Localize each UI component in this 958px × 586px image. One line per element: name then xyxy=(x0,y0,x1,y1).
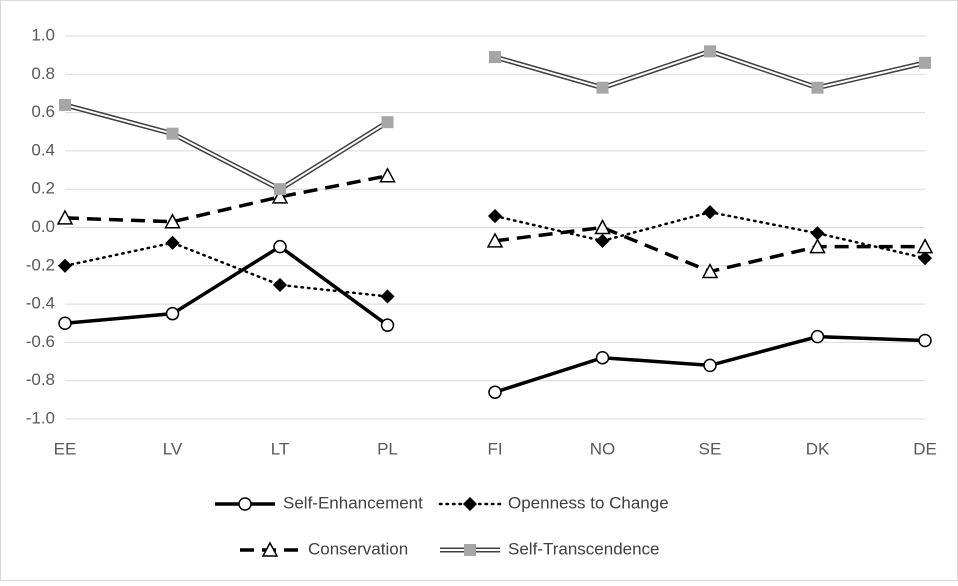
legend-label: Conservation xyxy=(308,539,408,558)
marker xyxy=(701,262,719,279)
y-tick-label: -0.8 xyxy=(26,370,55,389)
marker xyxy=(56,209,74,225)
marker xyxy=(810,329,825,344)
legend-marker xyxy=(462,496,478,512)
marker xyxy=(488,385,502,399)
y-tick-label: 0.2 xyxy=(31,179,55,198)
x-tick-label: LT xyxy=(271,439,290,458)
line xyxy=(64,174,388,224)
marker xyxy=(811,81,824,94)
marker xyxy=(702,205,718,220)
marker xyxy=(486,232,504,248)
x-tick-label: FI xyxy=(487,439,502,458)
marker xyxy=(595,350,610,365)
marker xyxy=(274,183,286,196)
marker xyxy=(919,56,931,69)
marker xyxy=(487,208,503,224)
legend-label: Openness to Change xyxy=(508,493,669,512)
y-tick-label: -0.2 xyxy=(26,255,55,274)
legend-label: Self-Enhancement xyxy=(283,493,423,512)
marker xyxy=(704,45,716,58)
x-tick-label: PL xyxy=(377,439,398,458)
y-tick-label: 1.0 xyxy=(31,25,55,44)
x-tick-label: EE xyxy=(54,439,77,458)
marker xyxy=(489,51,501,64)
marker xyxy=(917,251,933,266)
legend-marker xyxy=(238,497,252,511)
x-tick-label: SE xyxy=(699,439,722,458)
marker xyxy=(166,127,179,140)
marker xyxy=(380,318,395,332)
y-tick-label: -1.0 xyxy=(26,408,55,427)
marker xyxy=(596,81,609,94)
marker xyxy=(703,358,717,373)
y-tick-label: -0.4 xyxy=(26,294,55,313)
legend-marker xyxy=(261,541,279,557)
line-inner xyxy=(64,103,389,191)
y-tick-label: 0.8 xyxy=(31,64,55,83)
y-tick-label: 0.4 xyxy=(31,140,55,159)
marker xyxy=(59,98,71,111)
marker xyxy=(165,235,180,250)
marker xyxy=(379,167,396,183)
y-tick-label: 0.0 xyxy=(31,217,55,236)
marker xyxy=(271,188,289,204)
marker xyxy=(165,306,180,321)
marker xyxy=(381,116,394,129)
x-tick-label: DK xyxy=(806,439,830,458)
x-tick-label: LV xyxy=(163,439,183,458)
x-tick-label: DE xyxy=(913,439,937,458)
legend-marker xyxy=(464,544,476,556)
y-tick-label: -0.6 xyxy=(26,332,55,351)
x-tick-label: NO xyxy=(590,439,616,458)
marker xyxy=(164,213,181,229)
line xyxy=(63,244,390,327)
line xyxy=(63,241,389,298)
legend-label: Self-Transcendence xyxy=(508,539,660,558)
marker xyxy=(57,258,73,273)
marker xyxy=(809,238,826,254)
marker xyxy=(58,316,72,330)
marker xyxy=(595,233,610,248)
marker xyxy=(594,218,611,235)
marker xyxy=(916,238,934,254)
marker xyxy=(380,289,395,304)
marker xyxy=(272,277,288,293)
marker xyxy=(918,333,932,348)
marker xyxy=(273,239,287,254)
y-tick-label: 0.6 xyxy=(31,102,55,121)
